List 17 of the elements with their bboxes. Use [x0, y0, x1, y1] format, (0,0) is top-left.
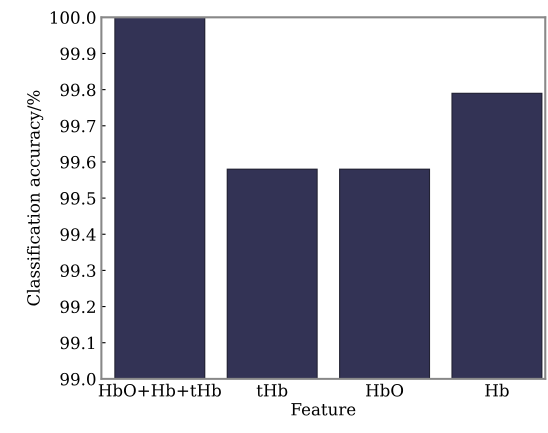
x-tick-label: HbO: [366, 384, 404, 397]
y-tick-label: 99.3: [60, 264, 96, 277]
y-tick-label: 99.7: [60, 120, 96, 132]
y-tick-label: 99.2: [60, 300, 95, 314]
x-tick-label: HbO+Hb+tHb: [98, 384, 221, 397]
y-tick-label: 99.0: [60, 372, 96, 386]
y-tick-label: 99.8: [60, 84, 96, 96]
y-axis-title: Classification accuracy/%: [26, 90, 44, 306]
x-axis-title: Feature: [291, 403, 356, 416]
y-tick-label: 99.9: [60, 47, 96, 60]
y-tick-label: 99.4: [60, 228, 96, 241]
x-tick-label: tHb: [256, 384, 288, 397]
y-tick-label: 100.0: [50, 11, 96, 24]
y-tick-label: 99.1: [60, 336, 94, 350]
x-tick-label: Hb: [485, 384, 509, 397]
y-tick-label: 99.5: [60, 192, 96, 205]
y-tick-label: 99.6: [60, 156, 96, 169]
